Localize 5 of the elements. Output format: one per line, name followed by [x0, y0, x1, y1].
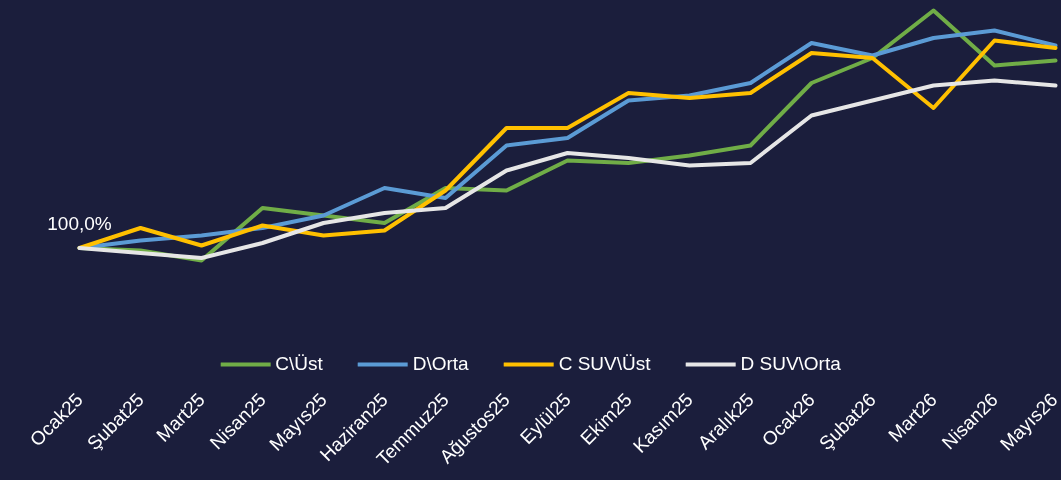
legend-label: D\Orta: [412, 353, 469, 375]
legend-label: C SUV\Üst: [558, 353, 651, 375]
legend-label: D SUV\Orta: [740, 353, 841, 375]
annotation: 100,0%: [47, 213, 112, 234]
legend-label: C\Üst: [275, 353, 323, 375]
